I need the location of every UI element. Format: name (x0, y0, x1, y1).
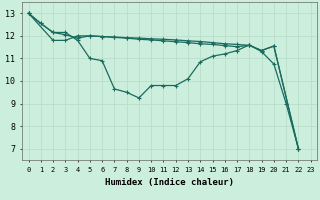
X-axis label: Humidex (Indice chaleur): Humidex (Indice chaleur) (105, 179, 234, 188)
